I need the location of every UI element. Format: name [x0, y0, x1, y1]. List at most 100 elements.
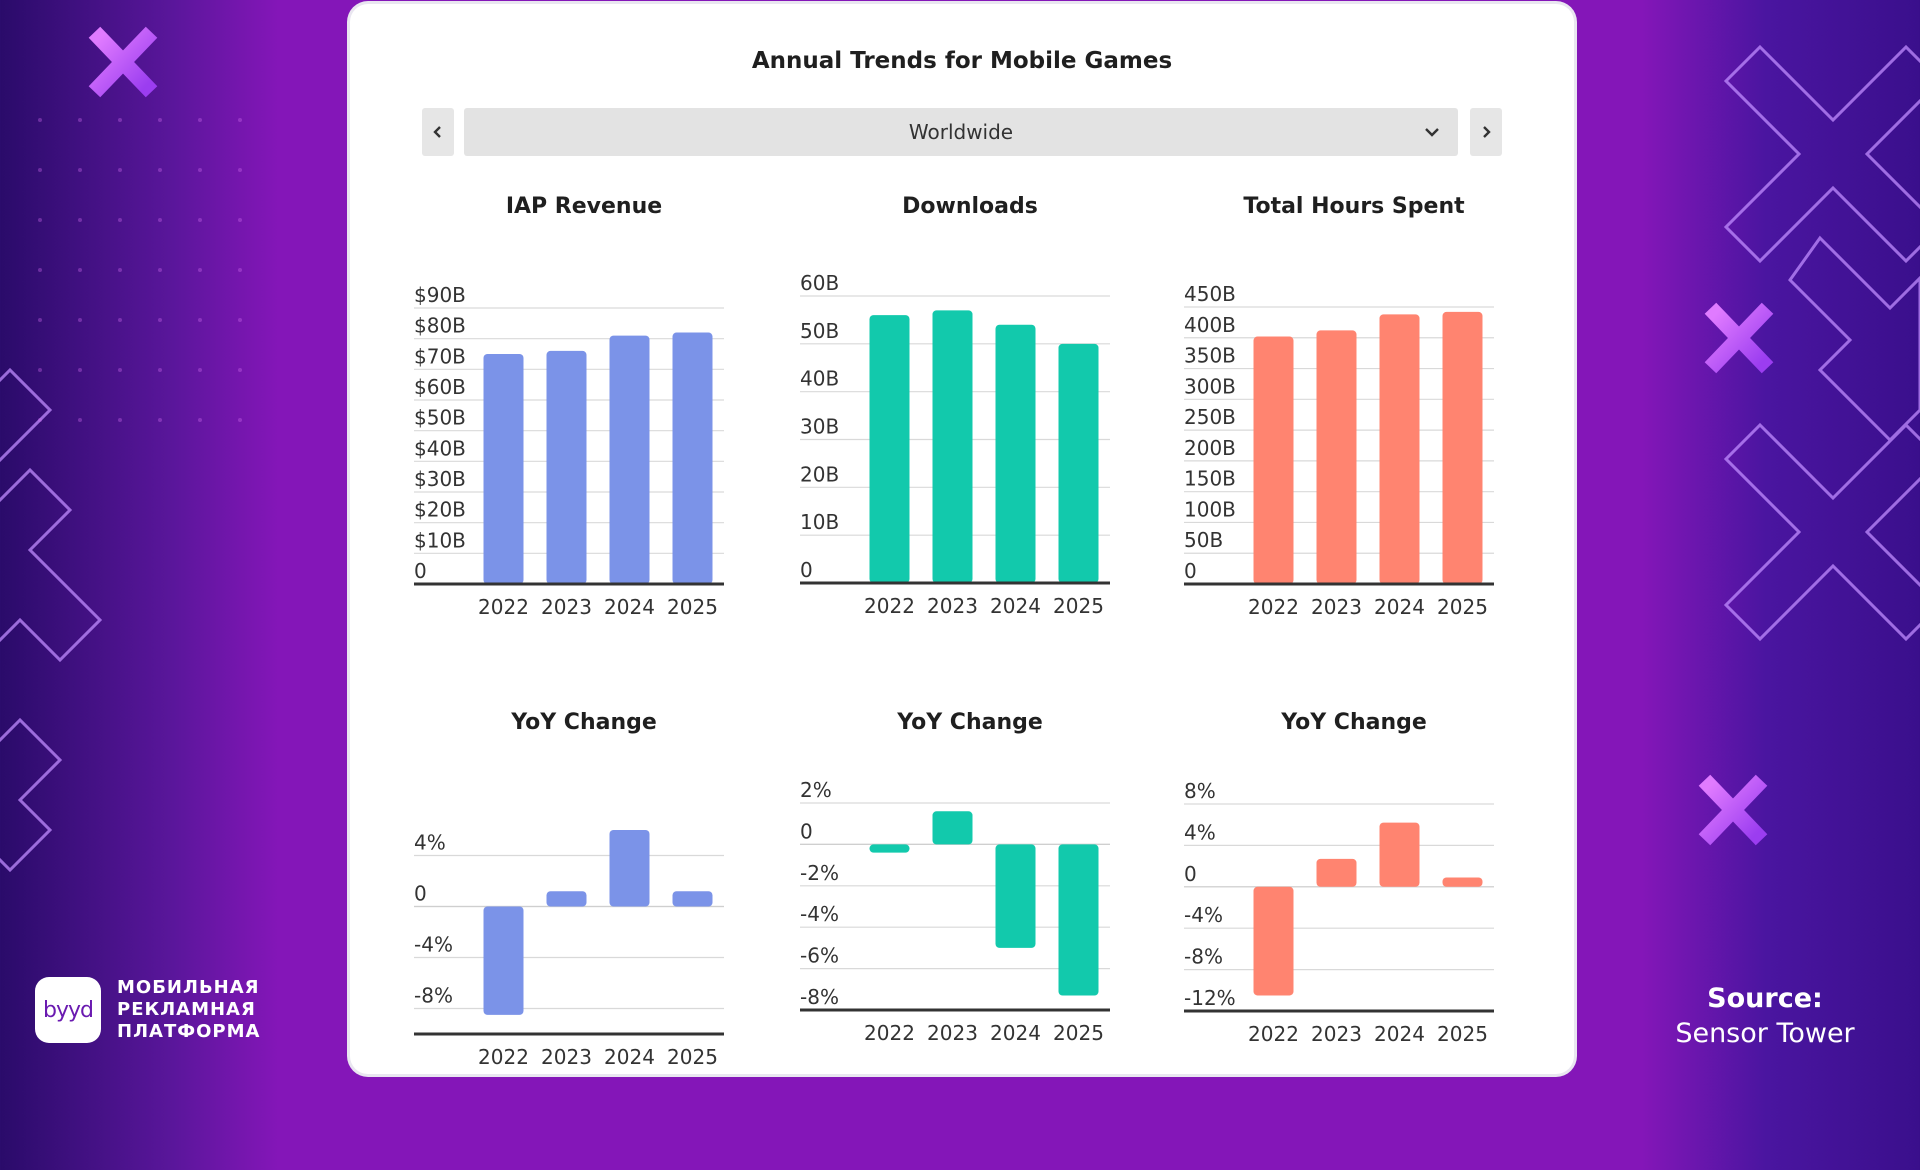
x-tick-label: 2022: [864, 594, 915, 618]
y-tick-label: 4%: [414, 831, 446, 855]
x-tick-label: 2022: [864, 1021, 915, 1045]
brand-tagline: МОБИЛЬНАЯ РЕКЛАМНАЯ ПЛАТФОРМА: [117, 977, 260, 1043]
bar-2025: [1058, 343, 1099, 583]
y-tick-label: 20B: [800, 462, 839, 486]
chart-title: YoY Change: [897, 710, 1043, 735]
chart-svg: -8% -6% -4% -2% 0 2% 2022 2023 2024 2025: [800, 778, 1110, 1045]
y-tick-label: 100B: [1184, 497, 1236, 521]
x-tick-label: 2022: [478, 1045, 529, 1069]
y-tick-label: $70B: [414, 344, 466, 368]
chart-title: Total Hours Spent: [1243, 194, 1465, 219]
chart-svg: -8% -4% 0 4% 2022 2023 2024 2025: [414, 830, 724, 1069]
y-tick-label: 0: [1184, 559, 1197, 583]
y-tick-label: $30B: [414, 467, 466, 491]
chart-svg: -12% -8% -4% 0 4% 8% 2022 2023 2024 2025: [1184, 779, 1494, 1046]
chart-title: YoY Change: [1281, 710, 1427, 735]
bar-2024: [995, 324, 1036, 583]
y-tick-label: $40B: [414, 436, 466, 460]
y-tick-label: 2%: [800, 778, 832, 802]
y-tick-label: 50B: [800, 319, 839, 343]
y-tick-label: $60B: [414, 375, 466, 399]
x-tick-label: 2023: [927, 594, 978, 618]
y-tick-label: 10B: [800, 510, 839, 534]
y-tick-label: 40B: [800, 367, 839, 391]
x-tick-label: 2024: [604, 1045, 655, 1069]
chart-svg: 0 10B 20B 30B 40B 50B 60B 2022 2023 2024 2025: [800, 271, 1110, 618]
y-tick-label: 50B: [1184, 528, 1223, 552]
brand-logo: byyd: [35, 977, 101, 1043]
y-tick-label: $50B: [414, 406, 466, 430]
x-tick-label: 2022: [1248, 595, 1299, 619]
x-tick-label: 2024: [1374, 595, 1425, 619]
x-tick-label: 2025: [1437, 1022, 1488, 1046]
bar-2023: [1316, 330, 1357, 584]
cross-decoration-icon: [88, 26, 1774, 846]
y-tick-label: $10B: [414, 528, 466, 552]
y-tick-label: 200B: [1184, 436, 1236, 460]
bar-2023: [932, 811, 973, 845]
chart-title: YoY Change: [511, 710, 657, 735]
region-select[interactable]: Worldwide: [464, 108, 1458, 156]
y-tick-label: 350B: [1184, 344, 1236, 368]
x-tick-label: 2025: [667, 1045, 718, 1069]
x-tick-label: 2024: [990, 594, 1041, 618]
y-tick-label: 450B: [1184, 282, 1236, 306]
bar-2024: [995, 844, 1036, 948]
bar-2023: [1316, 858, 1357, 887]
chart-title: IAP Revenue: [505, 194, 663, 219]
x-tick-label: 2025: [1053, 594, 1104, 618]
background-decoration: [0, 26, 1920, 873]
bar-2025: [672, 332, 713, 584]
chart-svg: 0 $10B $20B $30B $40B $50B $60B $70B $80B $90B 202…: [414, 283, 724, 619]
y-tick-label: $80B: [414, 314, 466, 338]
brand-tagline-line: ПЛАТФОРМА: [117, 1021, 261, 1042]
bar-2022: [1253, 336, 1294, 584]
bar-2023: [546, 891, 587, 907]
bar-2024: [1379, 314, 1420, 584]
previous-region-button[interactable]: [422, 108, 454, 156]
chart-panel: IAP Revenue 0 $10B $20B $30B $40B $50B $60B $70B…: [414, 194, 754, 654]
x-tick-label: 2023: [541, 1045, 592, 1069]
bar-2022: [869, 844, 910, 853]
dot-grid-decoration: [38, 118, 242, 422]
bar-2022: [483, 354, 524, 584]
y-tick-label: 0: [414, 559, 427, 583]
y-tick-label: -8%: [800, 985, 839, 1009]
chevron-left-icon: [433, 126, 441, 138]
bar-2022: [869, 315, 910, 583]
y-tick-label: -8%: [414, 984, 453, 1008]
brand: byyd МОБИЛЬНАЯ РЕКЛАМНАЯ ПЛАТФОРМА: [35, 977, 260, 1043]
chart-panel: YoY Change -8% -4% 0 4% 2022 2023 2024 2025: [414, 710, 754, 1170]
source-label: Source:: [1707, 983, 1823, 1014]
x-tick-label: 2023: [1311, 1022, 1362, 1046]
chart-svg: 0 50B 100B 150B 200B 250B 300B 350B 400B 450B 2022…: [1184, 282, 1494, 619]
chart-panel: Downloads 0 10B 20B 30B 40B 50B 60B 2022 2023 2024…: [800, 194, 1140, 654]
x-tick-label: 2025: [667, 595, 718, 619]
region-select-value: Worldwide: [908, 120, 1014, 144]
x-tick-label: 2024: [990, 1021, 1041, 1045]
chevron-down-icon: [1425, 128, 1439, 137]
y-tick-label: -4%: [414, 933, 453, 957]
bar-2024: [1379, 822, 1420, 887]
bar-2025: [672, 891, 713, 907]
y-tick-label: -6%: [800, 944, 839, 968]
bar-2023: [932, 310, 973, 583]
x-tick-label: 2025: [1053, 1021, 1104, 1045]
y-tick-label: -12%: [1184, 986, 1236, 1010]
bar-2025: [1058, 844, 1099, 996]
dashboard-card: Annual Trends for Mobile Games Worldwide…: [350, 4, 1574, 1074]
bar-2023: [546, 350, 587, 584]
bar-2025: [1442, 311, 1483, 584]
y-tick-label: $20B: [414, 498, 466, 522]
y-tick-label: 60B: [800, 271, 839, 295]
x-tick-label: 2023: [927, 1021, 978, 1045]
y-tick-label: 30B: [800, 415, 839, 439]
x-tick-label: 2025: [1437, 595, 1488, 619]
bar-2024: [609, 830, 650, 907]
y-tick-label: 0: [800, 819, 813, 843]
y-tick-label: 0: [1184, 862, 1197, 886]
source-value: Sensor Tower: [1675, 1018, 1855, 1049]
page-title: Annual Trends for Mobile Games: [751, 48, 1173, 74]
y-tick-label: 8%: [1184, 779, 1216, 803]
next-region-button[interactable]: [1470, 108, 1502, 156]
